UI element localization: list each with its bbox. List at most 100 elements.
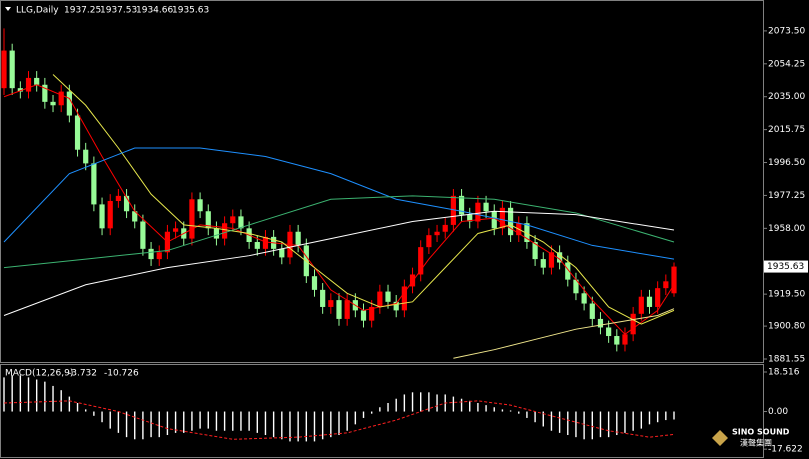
candle-body [418, 247, 424, 275]
candle-body [148, 248, 154, 260]
candle-body [344, 300, 350, 319]
macd-bar [428, 392, 430, 412]
moving-average [3, 210, 675, 316]
candle-body [663, 281, 669, 289]
y-tick-label: 1900.80 [768, 322, 805, 332]
candle-body [320, 289, 326, 307]
candle-body [557, 252, 563, 263]
candle-body [401, 286, 407, 311]
macd-bar [93, 411, 95, 416]
macd-bar [11, 375, 13, 412]
macd-bar [395, 398, 397, 412]
symbol: LLG,Daily [16, 6, 59, 16]
price-tag [764, 260, 808, 273]
candle-body [434, 231, 440, 236]
macd-bar [632, 411, 634, 431]
macd-bar [134, 411, 136, 440]
macd-bar [346, 411, 348, 431]
macd-bar [452, 396, 455, 412]
candle-body [458, 195, 465, 215]
macd-bar [248, 411, 250, 431]
macd-bar [583, 411, 585, 440]
macd-bar [313, 411, 316, 442]
macd-bar [607, 411, 610, 438]
y-tick-label: 1996.50 [768, 158, 805, 168]
ohlc-open: 1937.25 [64, 6, 101, 16]
macd-bar [256, 411, 258, 433]
candle-body [295, 231, 301, 246]
candle-body [646, 296, 653, 307]
macd-bar [232, 411, 234, 431]
candle-body [638, 296, 644, 314]
macd-bar [68, 396, 71, 412]
candle-body [83, 149, 89, 164]
ohlc-close: 1935.63 [172, 6, 209, 16]
macd-bar [354, 411, 357, 425]
candle-body [254, 242, 260, 249]
moving-average [52, 74, 675, 325]
macd-bar [477, 402, 479, 412]
candle-body [475, 202, 481, 222]
macd-frame [0, 364, 764, 458]
candle-body [9, 50, 15, 89]
candle-body [393, 301, 399, 311]
macd-bar [567, 411, 569, 436]
main-frame [0, 0, 764, 363]
macd-bar [542, 411, 544, 427]
macd-bar [379, 407, 381, 412]
candle-body [279, 248, 285, 258]
candle-body [622, 334, 628, 345]
macd-bar [85, 409, 87, 412]
candle-body [565, 262, 571, 280]
candle-body [238, 216, 244, 229]
candle-body [442, 224, 448, 232]
macd-bar [591, 411, 593, 440]
ohlc-low: 1934.66 [136, 6, 173, 16]
candle-body [328, 300, 334, 307]
macd-bar [44, 381, 46, 412]
macd-bar [436, 394, 438, 412]
macd-bar [640, 411, 643, 429]
macd-bar [207, 411, 209, 429]
ohlc-high: 1937.53 [100, 6, 137, 16]
candle-body [262, 236, 269, 249]
candle-body [222, 223, 228, 239]
candle-body [123, 195, 130, 212]
macd-bar [648, 411, 651, 425]
candle-body [205, 211, 211, 229]
candle-body [581, 293, 587, 304]
candle-body [58, 91, 64, 106]
macd-bar [223, 411, 226, 431]
price-tag-label: 1935.63 [767, 262, 804, 272]
macd-bar [534, 411, 536, 423]
candle-body [426, 235, 432, 248]
logo-text: SINO SOUND [732, 428, 790, 437]
macd-bar [509, 410, 512, 412]
candle-body [213, 228, 220, 239]
macd-bar [469, 400, 471, 412]
macd-bar [485, 405, 487, 412]
candle-body [156, 252, 162, 260]
macd-bar [215, 411, 218, 431]
y-tick-label: 1977.25 [768, 191, 805, 201]
moving-average [3, 195, 675, 269]
macd-bar [150, 411, 152, 438]
macd-bar [3, 377, 5, 412]
macd-bar [558, 411, 561, 433]
macd-bar [493, 407, 495, 412]
macd-bar [420, 392, 422, 412]
signal-line [3, 400, 675, 440]
candle-body [34, 77, 40, 85]
candle-body [671, 266, 677, 294]
candle-body [532, 242, 538, 260]
macd-y-tick-label: -17.622 [768, 445, 803, 455]
macd-bar [460, 398, 463, 412]
macd-bar [109, 411, 111, 429]
macd-bar [101, 411, 103, 423]
macd-bar [289, 411, 291, 442]
candle-body [172, 228, 179, 232]
y-tick-label: 2035.00 [768, 92, 805, 102]
macd-bar [117, 411, 120, 433]
macd-bar [158, 411, 160, 438]
macd-bar [240, 411, 242, 431]
